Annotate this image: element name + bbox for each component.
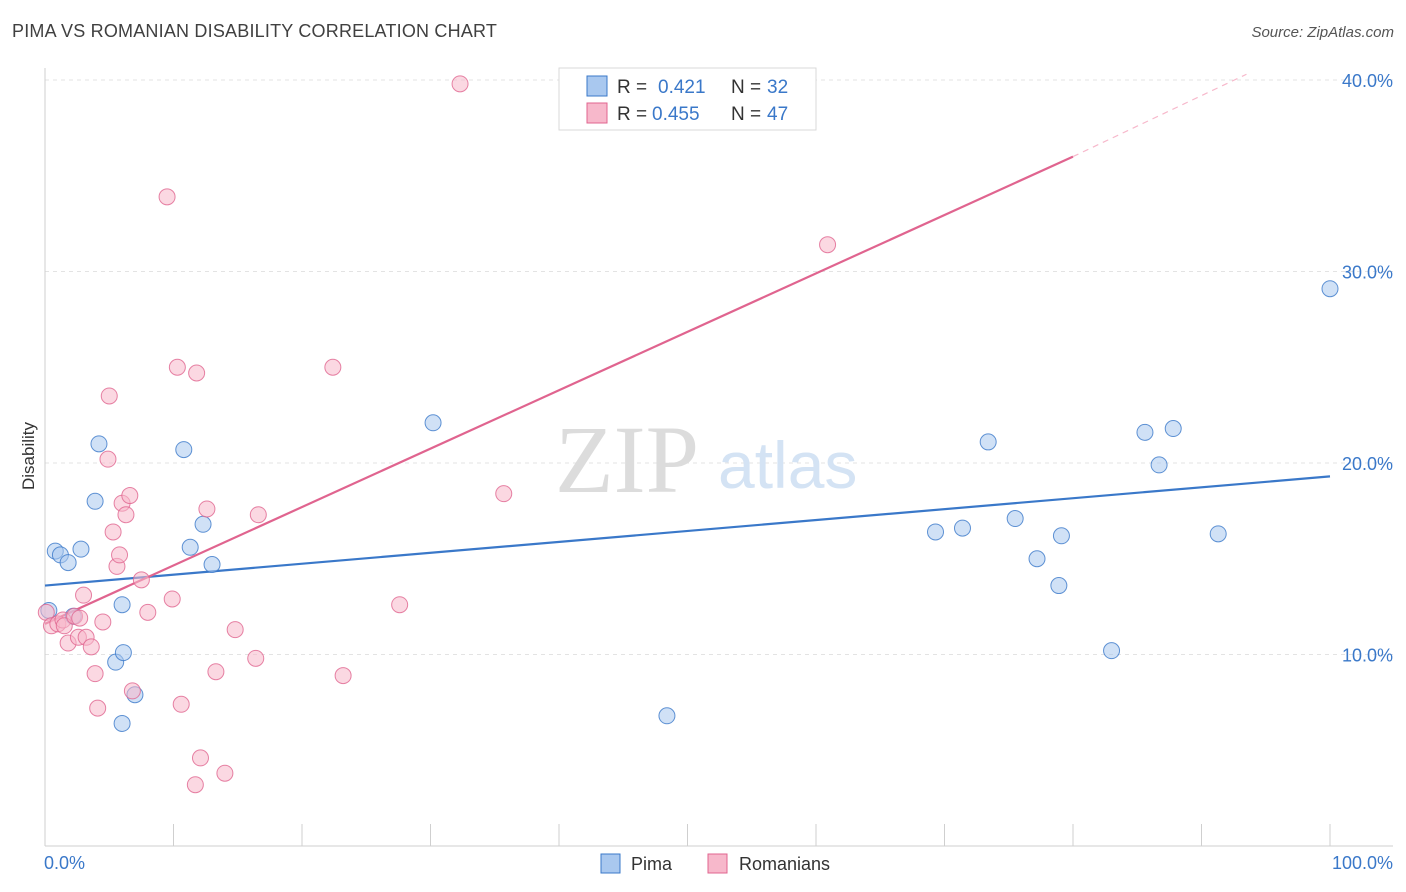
- bottom-legend-swatch-pima: [600, 853, 621, 874]
- point-pima-30: [1209, 525, 1227, 543]
- trend-line-pima: [44, 475, 1331, 587]
- point-pima-27: [1136, 423, 1154, 441]
- point-pima-25: [1052, 527, 1070, 545]
- point-romanians-33: [186, 776, 204, 794]
- point-pima-29: [1164, 420, 1182, 438]
- trend-extension-romanians: [1072, 73, 1247, 158]
- point-pima-15: [194, 515, 212, 533]
- point-pima-24: [1050, 577, 1068, 595]
- point-romanians-21: [117, 506, 135, 524]
- legend-r-value-romanians: 0.455: [652, 104, 700, 125]
- point-romanians-17: [104, 523, 122, 541]
- point-romanians-37: [247, 649, 265, 667]
- point-romanians-22: [121, 487, 139, 505]
- point-pima-22: [1006, 510, 1024, 528]
- bottom-legend-label-romanians: Romanians: [739, 854, 830, 874]
- point-romanians-27: [163, 590, 181, 608]
- point-romanians-36: [226, 621, 244, 639]
- point-pima-17: [424, 414, 442, 432]
- point-romanians-24: [132, 571, 150, 589]
- point-pima-9: [113, 714, 131, 732]
- point-romanians-43: [495, 485, 513, 503]
- point-romanians-19: [111, 546, 129, 564]
- series-legend: Pima Romanians: [600, 853, 830, 874]
- watermark-zip: ZIP: [555, 406, 699, 513]
- watermark-atlas: atlas: [718, 428, 857, 502]
- point-romanians-42: [451, 75, 469, 93]
- point-romanians-8: [71, 609, 89, 627]
- trend-line-romanians: [44, 155, 1074, 625]
- legend-r-value-pima: 0.421: [658, 77, 706, 98]
- point-pima-3: [59, 554, 77, 572]
- point-romanians-30: [188, 364, 206, 382]
- x-tick-label-min: 0.0%: [44, 853, 85, 873]
- point-pima-7: [86, 492, 104, 510]
- point-pima-23: [1028, 550, 1046, 568]
- legend-n-value-romanians: 47: [767, 104, 788, 125]
- y-tick-label-20: 20.0%: [1342, 454, 1393, 474]
- point-romanians-12: [86, 665, 104, 683]
- point-romanians-25: [139, 603, 157, 621]
- point-romanians-28: [168, 358, 186, 376]
- trend-lines: [44, 73, 1331, 625]
- point-romanians-35: [216, 764, 234, 782]
- point-pima-16: [203, 555, 221, 573]
- y-axis-label: Disability: [19, 421, 38, 490]
- grid-lines: [45, 79, 1393, 655]
- point-romanians-9: [75, 586, 93, 604]
- point-romanians-40: [334, 667, 352, 685]
- source-label: Source: ZipAtlas.com: [1251, 24, 1394, 41]
- y-tick-label-10: 10.0%: [1342, 646, 1393, 666]
- point-romanians-29: [172, 695, 190, 713]
- point-pima-6: [90, 435, 108, 453]
- axes: [44, 68, 1393, 847]
- point-pima-28: [1150, 456, 1168, 474]
- point-pima-4: [72, 540, 90, 558]
- point-pima-14: [181, 538, 199, 556]
- point-pima-19: [927, 523, 945, 541]
- point-romanians-32: [198, 500, 216, 518]
- y-tick-label-40: 40.0%: [1342, 71, 1393, 91]
- data-points: [37, 75, 1339, 794]
- legend-n-label-pima: N =: [731, 77, 761, 98]
- x-tick-label-max: 100.0%: [1332, 853, 1393, 873]
- y-tick-labels: 10.0% 20.0% 30.0% 40.0%: [1342, 71, 1393, 666]
- point-romanians-13: [89, 699, 107, 717]
- point-romanians-16: [100, 387, 118, 405]
- legend-r-label-pima: R =: [617, 77, 647, 98]
- point-pima-31: [1321, 280, 1339, 298]
- point-pima-13: [175, 441, 193, 459]
- point-pima-11: [113, 596, 131, 614]
- point-romanians-39: [324, 358, 342, 376]
- point-pima-21: [979, 433, 997, 451]
- bottom-legend-label-pima: Pima: [631, 854, 673, 874]
- legend-swatch-romanians: [586, 102, 608, 124]
- point-pima-20: [953, 519, 971, 537]
- point-pima-26: [1103, 642, 1121, 660]
- legend-r-label-romanians: R =: [617, 104, 647, 125]
- point-pima-10: [114, 644, 132, 662]
- point-romanians-34: [207, 663, 225, 681]
- y-tick-label-30: 30.0%: [1342, 263, 1393, 283]
- stats-legend: R = 0.421 N = 32 R = 0.455 N = 47: [558, 67, 817, 131]
- point-romanians-15: [99, 450, 117, 468]
- point-romanians-11: [82, 638, 100, 656]
- bottom-legend-swatch-romanians: [707, 853, 728, 874]
- legend-n-value-pima: 32: [767, 77, 788, 98]
- point-romanians-38: [249, 506, 267, 524]
- point-pima-18: [658, 707, 676, 725]
- point-romanians-44: [819, 236, 837, 254]
- point-romanians-41: [391, 596, 409, 614]
- legend-swatch-pima: [586, 75, 608, 97]
- chart-title: PIMA VS ROMANIAN DISABILITY CORRELATION …: [12, 21, 498, 41]
- point-romanians-31: [191, 749, 209, 767]
- legend-n-label-romanians: N =: [731, 104, 761, 125]
- point-romanians-26: [158, 188, 176, 206]
- point-romanians-23: [123, 682, 141, 700]
- point-romanians-14: [94, 613, 112, 631]
